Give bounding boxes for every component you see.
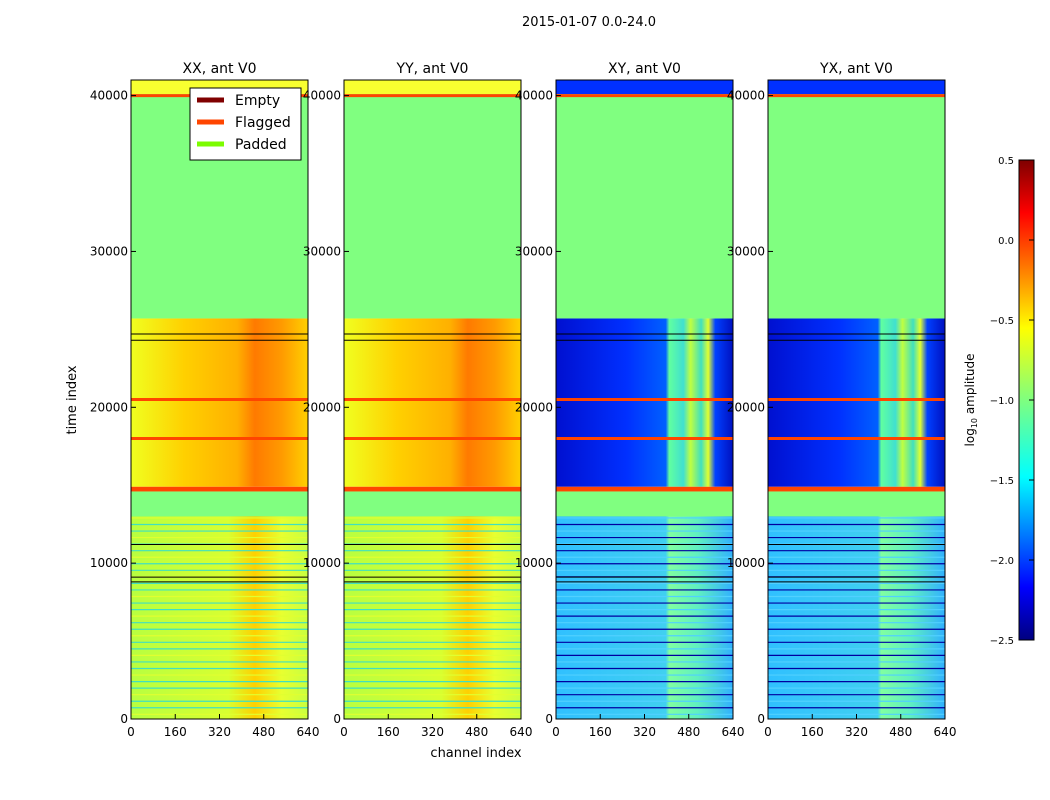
- top-strip: [344, 80, 521, 95]
- y-tick-label: 0: [120, 712, 128, 726]
- top-strip: [768, 80, 945, 95]
- y-tick-label: 20000: [727, 400, 765, 414]
- x-tick-label: 0: [127, 725, 135, 739]
- panel-3: YX, ant V0 0 160 320 480 640 0 10000 20000 30000 4…: [727, 61, 957, 739]
- padded-region: [344, 80, 521, 319]
- legend: Empty Flagged Padded: [189, 87, 302, 161]
- y-tick-label: 30000: [515, 244, 553, 258]
- panel-0: XX, ant V0 0 160 320 480 640 0 10000 20000 30000 4…: [90, 61, 320, 739]
- top-strip: [556, 80, 733, 95]
- panels: XX, ant V0 0 160 320 480 640 0 10000 20000 30000 4…: [90, 61, 957, 739]
- padded-region: [768, 80, 945, 319]
- heatmap-upper-region: [768, 318, 945, 487]
- legend-label: Flagged: [235, 115, 291, 131]
- x-tick-label: 0: [764, 725, 772, 739]
- heatmap-lower-region: [344, 491, 521, 719]
- x-axis-label: channel index: [430, 746, 521, 761]
- heatmap-upper-region: [344, 318, 521, 487]
- y-tick-label: 40000: [727, 89, 765, 103]
- x-tick-label: 160: [377, 725, 400, 739]
- y-axis-label: time index: [65, 365, 80, 434]
- heatmap-upper-region: [131, 318, 308, 487]
- panel-title: XX, ant V0: [183, 61, 257, 77]
- legend-label: Padded: [235, 137, 287, 153]
- panel-title: XY, ant V0: [608, 61, 681, 77]
- flagged-band: [344, 486, 521, 492]
- panel-1: YY, ant V0 0 160 320 480 640 0 10000 20000 30000 4…: [303, 61, 533, 739]
- y-tick-label: 0: [545, 712, 553, 726]
- x-tick-label: 320: [421, 725, 444, 739]
- x-tick-label: 160: [589, 725, 612, 739]
- padded-gap: [768, 491, 945, 517]
- x-tick-label: 640: [510, 725, 533, 739]
- colorbar: 0.5 0.0 −0.5 −1.0 −1.5 −2.0 −2.5 log10 amplitu…: [963, 156, 1035, 647]
- y-tick-label: 40000: [303, 89, 341, 103]
- y-tick-label: 30000: [727, 244, 765, 258]
- colorbar-tick-label: 0.5: [998, 156, 1014, 167]
- padded-gap: [344, 491, 521, 517]
- colorbar-tick-label: −2.5: [990, 636, 1014, 647]
- y-tick-label: 0: [757, 712, 765, 726]
- colorbar-tick-label: −0.5: [990, 316, 1014, 327]
- heatmap-upper-region: [556, 318, 733, 487]
- x-tick-label: 0: [340, 725, 348, 739]
- x-tick-label: 480: [889, 725, 912, 739]
- x-tick-label: 320: [633, 725, 656, 739]
- y-tick-label: 20000: [90, 400, 128, 414]
- padded-gap: [556, 491, 733, 517]
- padded-gap: [131, 491, 308, 517]
- y-tick-label: 10000: [727, 556, 765, 570]
- colorbar-tick-label: −2.0: [990, 556, 1014, 567]
- colorbar-tick-label: 0.0: [998, 236, 1014, 247]
- y-tick-label: 0: [333, 712, 341, 726]
- x-tick-label: 480: [465, 725, 488, 739]
- x-tick-label: 160: [164, 725, 187, 739]
- y-tick-label: 20000: [515, 400, 553, 414]
- colorbar-tick-label: −1.5: [990, 476, 1014, 487]
- flagged-band: [131, 486, 308, 492]
- panel-2: XY, ant V0 0 160 320 480 640 0 10000 20000 30000 4…: [515, 61, 745, 739]
- heatmap-lower-region: [768, 491, 945, 719]
- flagged-band: [556, 486, 733, 492]
- x-tick-label: 320: [208, 725, 231, 739]
- x-tick-label: 480: [677, 725, 700, 739]
- y-tick-label: 30000: [90, 244, 128, 258]
- x-tick-label: 160: [801, 725, 824, 739]
- y-tick-label: 30000: [303, 244, 341, 258]
- heatmap-lower-region: [556, 491, 733, 719]
- y-tick-label: 10000: [90, 556, 128, 570]
- y-tick-label: 40000: [515, 89, 553, 103]
- y-tick-label: 40000: [90, 89, 128, 103]
- x-tick-label: 0: [552, 725, 560, 739]
- x-tick-label: 640: [722, 725, 745, 739]
- heatmap-lower-region: [131, 491, 308, 719]
- x-tick-label: 640: [297, 725, 320, 739]
- y-tick-label: 20000: [303, 400, 341, 414]
- x-tick-label: 320: [845, 725, 868, 739]
- colorbar-label: log10 amplitude: [963, 354, 979, 447]
- x-tick-label: 640: [934, 725, 957, 739]
- figure-title: 2015-01-07 0.0-24.0: [522, 15, 656, 30]
- flagged-band: [768, 486, 945, 492]
- panel-title: YX, ant V0: [819, 61, 893, 77]
- legend-label: Empty: [235, 93, 280, 109]
- padded-region: [556, 80, 733, 319]
- y-tick-label: 10000: [515, 556, 553, 570]
- colorbar-tick-label: −1.0: [990, 396, 1014, 407]
- x-tick-label: 480: [252, 725, 275, 739]
- panel-title: YY, ant V0: [396, 61, 469, 77]
- y-tick-label: 10000: [303, 556, 341, 570]
